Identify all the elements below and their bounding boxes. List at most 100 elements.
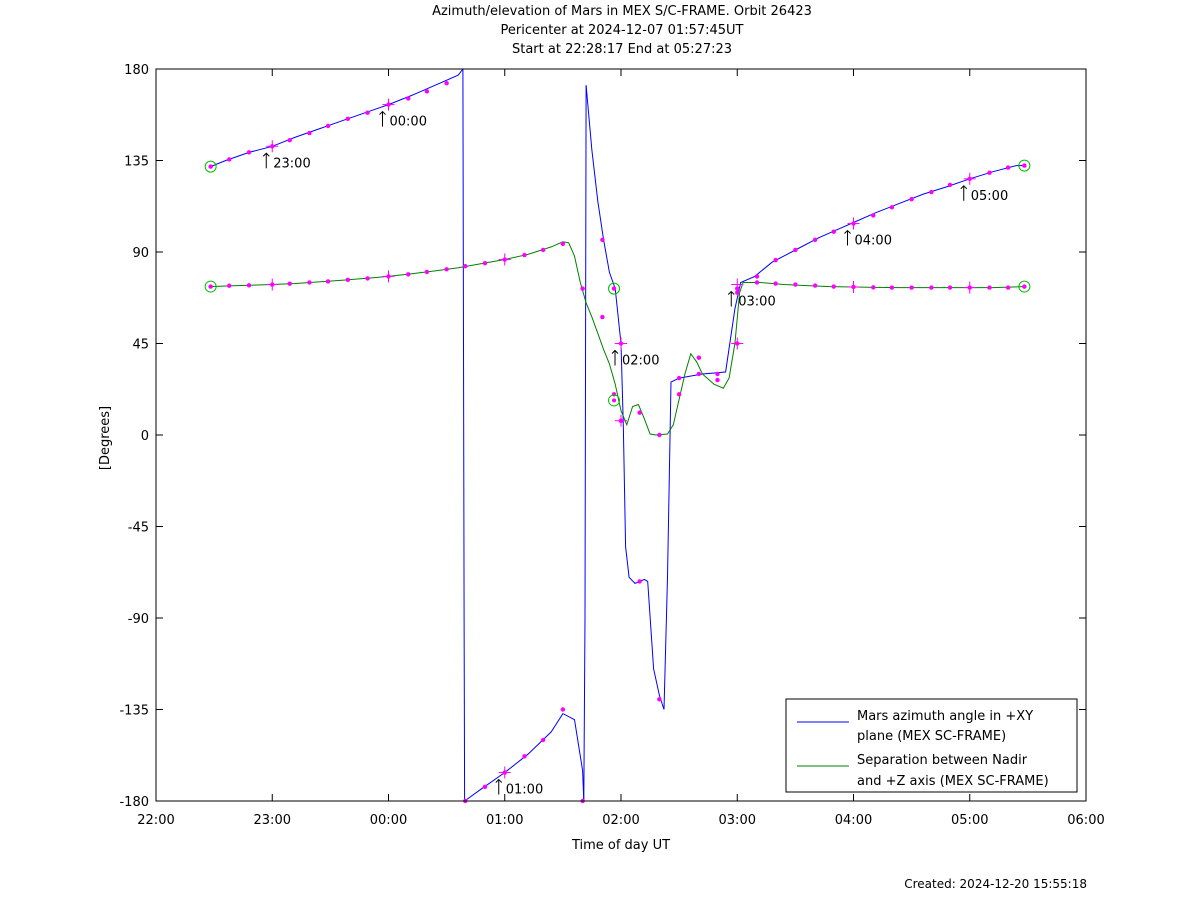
y-tick-label: -180 — [119, 795, 149, 810]
series-layer — [210, 68, 1025, 802]
separation-point — [696, 355, 702, 360]
event-point — [612, 398, 617, 403]
azimuth-point — [406, 96, 411, 101]
created-timestamp: Created: 2024-12-20 15:55:18 — [904, 877, 1087, 891]
event-point — [208, 164, 213, 169]
x-tick-label: 00:00 — [370, 813, 407, 828]
legend-box — [785, 698, 1078, 793]
x-tick-label: 06:00 — [1067, 813, 1104, 828]
separation-point — [715, 377, 720, 383]
separation-point — [580, 286, 585, 291]
separation-point — [793, 282, 798, 287]
event-point — [612, 286, 617, 291]
azimuth-point — [889, 205, 895, 210]
legend-label-azimuth-1: Mars azimuth angle in +XY — [857, 709, 1033, 724]
y-tick-label: 180 — [124, 63, 149, 78]
separation-point — [812, 283, 818, 288]
x-tick-label: 05:00 — [951, 813, 988, 828]
azimuth-point — [735, 290, 740, 295]
event-circle — [608, 282, 621, 295]
separation-point — [444, 267, 449, 272]
azimuth-point — [637, 579, 642, 584]
plot-frame — [155, 68, 1087, 802]
azimuth-point — [424, 89, 430, 94]
separation-point — [1005, 285, 1011, 290]
azimuth-point — [365, 110, 370, 115]
azimuth-point — [444, 81, 449, 86]
event-circle — [608, 394, 621, 407]
y-axis-label: [Degrees] — [98, 406, 113, 470]
azimuth-line — [462, 68, 466, 802]
separation-point — [831, 284, 836, 289]
chart-title-line-3: Start at 22:28:17 End at 05:27:23 — [511, 42, 733, 57]
separation-point — [947, 285, 953, 290]
azimuth-point — [325, 123, 331, 129]
separation-point — [871, 285, 876, 290]
event-point — [208, 284, 213, 289]
azimuth-point — [987, 170, 992, 175]
hour-label: 04:00 — [855, 234, 892, 249]
separation-point — [227, 283, 232, 288]
separation-point — [540, 247, 546, 253]
azimuth-point — [831, 229, 836, 234]
azimuth-point — [246, 150, 252, 155]
y-tick-label: 90 — [132, 246, 149, 261]
axis-layer: 22:00 23:00 00:00 01:00 02:00 03:00 04:00 05:00… — [119, 63, 1104, 828]
separation-point — [560, 241, 566, 247]
separation-point — [657, 432, 662, 438]
azimuth-point — [676, 375, 682, 381]
event-circle — [1018, 159, 1031, 172]
marker-layer: 23:00 00:00 01:00 02:00 03:00 04:00 05:00 — [204, 81, 1031, 804]
azimuth-point — [287, 137, 292, 143]
x-tick-label: 04:00 — [835, 813, 872, 828]
separation-point — [611, 392, 617, 397]
separation-point — [325, 279, 331, 284]
azimuth-point — [540, 737, 546, 743]
separation-line — [210, 241, 1025, 436]
legend: Mars azimuth angle in +XY plane (MEX SC-… — [785, 698, 1078, 793]
hour-label: 23:00 — [273, 156, 310, 171]
azimuth-point — [754, 274, 760, 279]
azimuth-point — [657, 697, 662, 702]
event-point — [1022, 163, 1027, 168]
separation-point — [365, 276, 370, 281]
azimuth-point — [1005, 165, 1011, 170]
separation-point — [482, 260, 488, 266]
separation-point — [246, 283, 252, 288]
x-tick-label: 02:00 — [602, 813, 639, 828]
separation-point — [287, 281, 292, 286]
hour-arrow-head — [262, 152, 270, 157]
hour-label: 00:00 — [390, 115, 427, 130]
separation-point — [406, 272, 411, 277]
x-tick-label: 01:00 — [486, 813, 523, 828]
azimuth-point — [482, 784, 488, 789]
hour-arrow-head — [844, 229, 851, 234]
event-circle — [204, 280, 217, 293]
legend-label-azimuth-2: plane (MEX SC-FRAME) — [857, 729, 1006, 744]
separation-point — [637, 410, 642, 415]
x-tick-label: 03:00 — [719, 813, 756, 828]
separation-point — [307, 280, 312, 285]
separation-point — [987, 285, 992, 290]
azimuth-point — [947, 182, 953, 188]
azimuth-point — [345, 116, 351, 122]
legend-label-separation-1: Separation between Nadir — [857, 753, 1028, 768]
azimuth-point — [929, 189, 934, 195]
separation-point — [929, 285, 934, 290]
x-tick-label: 22:00 — [137, 813, 174, 828]
separation-point — [345, 277, 351, 283]
azimuth-point — [715, 371, 720, 377]
hour-arrow-head — [727, 290, 735, 295]
y-tick-label: -135 — [119, 704, 149, 719]
azimuth-point — [812, 237, 818, 242]
hour-label: 01:00 — [506, 783, 543, 798]
legend-label-separation-2: and +Z axis (MEX SC-FRAME) — [857, 774, 1049, 789]
separation-point — [676, 392, 682, 397]
y-tick-label: 135 — [124, 155, 149, 170]
hour-label: 03:00 — [738, 295, 775, 310]
y-tick-label: -90 — [128, 612, 149, 627]
azimuth-point — [773, 257, 778, 263]
azimuth-line — [585, 85, 1025, 710]
event-circle — [204, 160, 217, 173]
separation-point — [754, 280, 760, 285]
